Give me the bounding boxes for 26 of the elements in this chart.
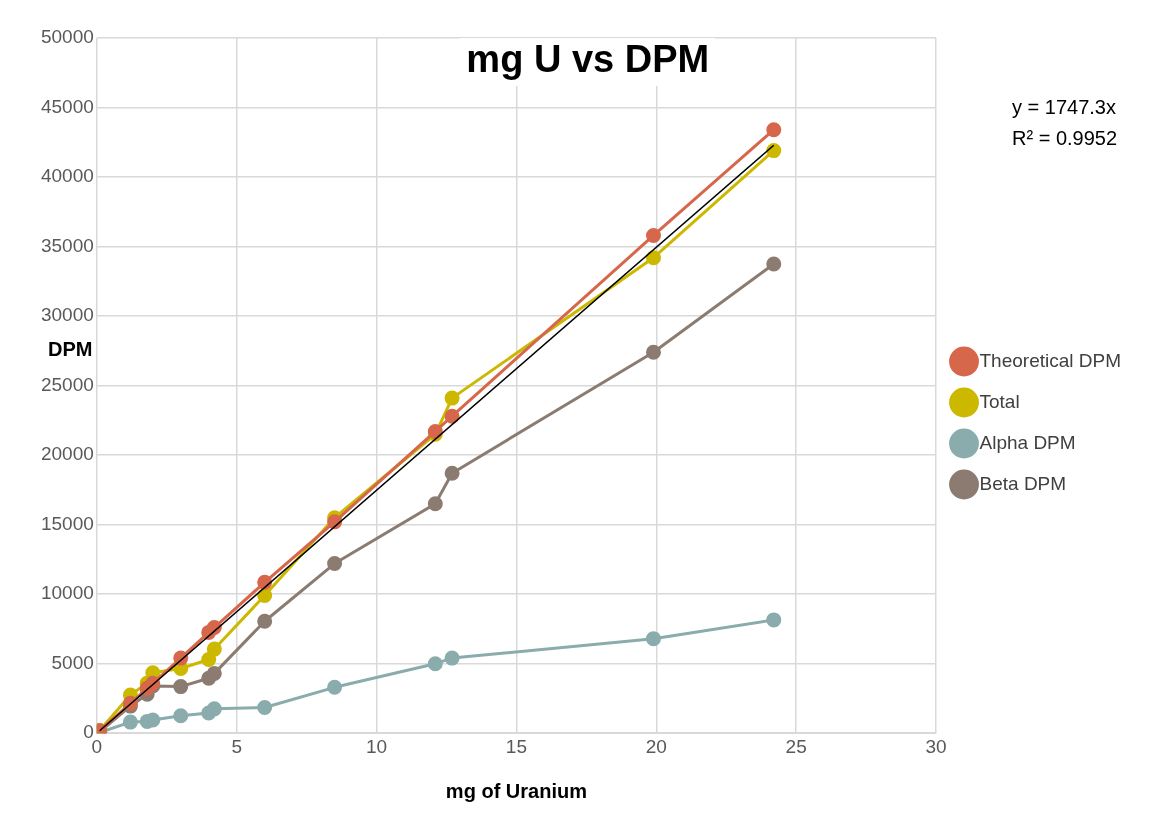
x-tick-label: 25	[785, 735, 807, 757]
y-tick-label: 25000	[40, 373, 94, 395]
y-tick-label: 15000	[40, 512, 94, 534]
legend-label: Total	[979, 390, 1020, 412]
y-axis-title: DPM	[48, 338, 93, 361]
y-tick-label: 35000	[40, 234, 94, 256]
chart-title: mg U vs DPM	[466, 38, 710, 81]
y-tick-label: 0	[83, 721, 94, 743]
legend-label: Beta DPM	[979, 472, 1067, 494]
y-tick-label: 45000	[40, 95, 94, 117]
text: R² = 0.9952	[1012, 126, 1118, 149]
y-tick-label: 30000	[40, 304, 94, 326]
y-tick-label: 10000	[40, 582, 94, 604]
x-tick-label: 5	[231, 735, 242, 757]
x-tick-label: 30	[925, 735, 947, 757]
y-tick-label: 50000	[40, 26, 94, 48]
y-tick-label: 40000	[40, 165, 94, 187]
x-tick-label: 15	[505, 735, 527, 757]
y-tick-label: 5000	[51, 651, 94, 673]
x-axis-title: mg of Uranium	[445, 779, 587, 802]
x-tick-label: 20	[645, 735, 667, 757]
text: y = 1747.3x	[1012, 95, 1116, 118]
legend-label: Theoretical DPM	[979, 349, 1122, 371]
x-tick-label: 10	[365, 735, 388, 757]
legend-label: Alpha DPM	[979, 431, 1076, 453]
y-tick-label: 20000	[40, 443, 94, 465]
